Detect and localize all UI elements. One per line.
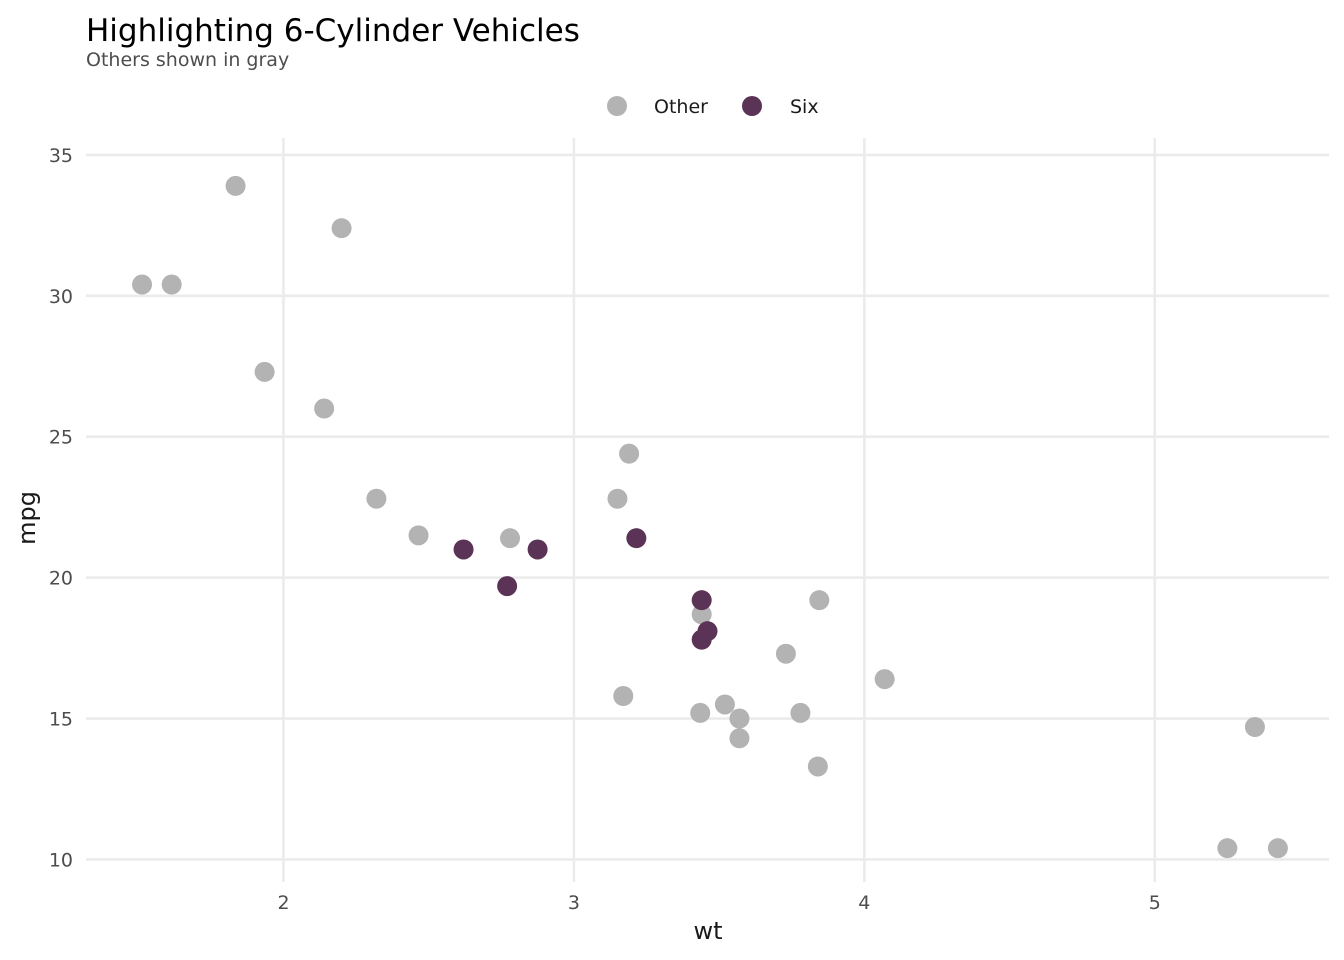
point-six [626, 528, 647, 549]
point-other [729, 708, 750, 729]
point-other [500, 528, 521, 549]
y-tick-label: 20 [49, 568, 73, 590]
point-six [691, 590, 712, 611]
chart-subtitle: Others shown in gray [86, 49, 289, 71]
legend-key-other [607, 96, 627, 116]
series-other [132, 175, 1288, 859]
point-other [729, 728, 750, 749]
legend-label-six: Six [790, 96, 819, 118]
point-six [527, 539, 548, 560]
y-tick-label: 35 [49, 145, 73, 167]
x-axis-tick-labels: 2 3 4 5 [277, 892, 1160, 914]
point-other [690, 702, 711, 723]
point-other [314, 398, 335, 419]
point-other [1244, 717, 1265, 737]
point-other [1267, 838, 1288, 859]
point-other [366, 488, 387, 509]
point-other [613, 686, 634, 706]
point-other [225, 175, 246, 196]
y-axis-tick-labels: 10 15 20 25 30 35 [49, 145, 73, 872]
y-tick-label: 30 [49, 286, 73, 308]
legend: Other Six [607, 96, 819, 118]
y-tick-label: 10 [49, 849, 73, 871]
point-six [697, 621, 718, 642]
point-other [408, 525, 429, 546]
point-six [453, 539, 474, 560]
point-six [497, 576, 518, 597]
legend-label-other: Other [654, 96, 708, 118]
y-axis-title: mpg [13, 491, 41, 545]
point-other [714, 694, 735, 715]
x-tick-label: 3 [568, 892, 580, 914]
point-other [807, 756, 828, 777]
point-other [607, 488, 628, 509]
point-other [1217, 838, 1238, 859]
grid-lines [86, 138, 1329, 882]
point-other [775, 643, 796, 664]
legend-key-six [742, 96, 762, 116]
y-tick-label: 15 [49, 709, 73, 731]
point-other [254, 361, 275, 382]
point-other [331, 218, 352, 239]
point-other [161, 274, 182, 295]
series-six [453, 528, 718, 650]
point-other [874, 669, 895, 690]
x-tick-label: 4 [858, 892, 870, 914]
chart-title: Highlighting 6-Cylinder Vehicles [86, 13, 580, 49]
data-points [132, 175, 1288, 859]
x-tick-label: 5 [1149, 892, 1161, 914]
y-tick-label: 25 [49, 427, 73, 449]
x-axis-title: wt [693, 917, 722, 945]
point-other [790, 702, 811, 723]
point-other [132, 274, 153, 295]
point-other [619, 443, 640, 464]
x-tick-label: 2 [277, 892, 289, 914]
point-other [691, 604, 712, 625]
point-other [809, 590, 830, 611]
